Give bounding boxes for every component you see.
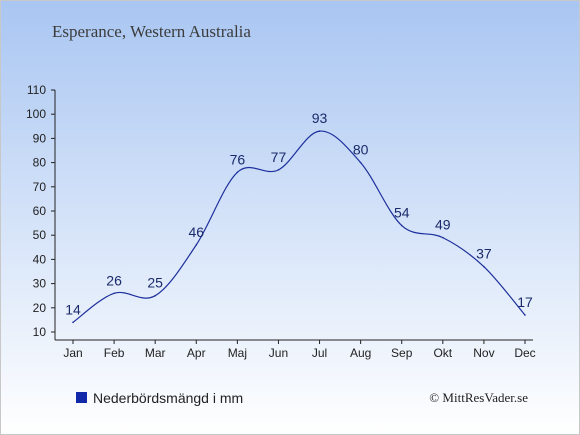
data-point (236, 171, 239, 174)
x-tick-label: Aug (350, 346, 371, 360)
data-point (318, 130, 321, 132)
x-tick-label: Apr (187, 346, 206, 360)
data-label: 25 (147, 275, 163, 291)
data-label: 77 (271, 149, 287, 165)
y-ticks: 10 20 30 40 50 60 70 80 90 100 110 (26, 83, 55, 339)
data-label: 26 (106, 272, 122, 288)
x-tick-label: Jun (269, 346, 288, 360)
data-label: 93 (312, 110, 328, 126)
data-point (359, 161, 362, 164)
x-tick-label: Jan (63, 346, 82, 360)
credit-text: © MittResVader.se (429, 390, 528, 405)
data-labels: 14 26 25 46 76 77 93 80 54 49 37 17 (65, 110, 533, 317)
x-ticks: Jan Feb Mar Apr Maj Jun Jul Aug Sep Okt Nov Dec (63, 340, 536, 360)
data-label: 80 (353, 142, 369, 158)
legend-marker (76, 392, 87, 403)
x-tick-label: Maj (228, 346, 247, 360)
x-tick-label: Okt (433, 346, 452, 360)
y-tick-label: 10 (33, 325, 47, 339)
y-tick-label: 80 (33, 156, 47, 170)
data-label: 49 (435, 217, 451, 233)
axes (54, 90, 533, 341)
y-tick-label: 90 (33, 131, 47, 145)
data-point (113, 292, 115, 295)
data-point (483, 265, 485, 268)
data-label: 76 (230, 151, 246, 167)
data-point (524, 314, 526, 316)
data-label: 37 (476, 246, 492, 262)
legend-label: Nederbördsmängd i mm (93, 390, 243, 406)
chart-title: Esperance, Western Australia (52, 22, 251, 41)
y-tick-label: 20 (33, 301, 47, 315)
x-tick-label: Sep (391, 346, 413, 360)
y-tick-label: 70 (33, 180, 47, 194)
data-label: 46 (188, 224, 204, 240)
y-tick-label: 40 (33, 252, 47, 266)
y-tick-label: 60 (33, 204, 47, 218)
x-tick-label: Nov (473, 346, 494, 360)
data-point (72, 321, 74, 324)
data-point (277, 169, 280, 171)
y-tick-label: 110 (27, 83, 46, 97)
x-tick-label: Dec (514, 346, 535, 360)
series-group (72, 130, 526, 324)
data-label: 17 (517, 294, 533, 310)
y-tick-label: 30 (33, 277, 47, 291)
y-tick-label: 50 (33, 228, 47, 242)
data-point (154, 294, 156, 297)
data-label: 54 (394, 205, 410, 221)
data-point (442, 236, 444, 239)
data-point (195, 244, 198, 246)
data-label: 14 (65, 301, 81, 317)
x-tick-label: Feb (104, 346, 125, 360)
data-point (400, 224, 403, 227)
x-tick-label: Jul (312, 346, 327, 360)
y-tick-label: 100 (26, 107, 46, 121)
x-tick-label: Mar (145, 346, 166, 360)
